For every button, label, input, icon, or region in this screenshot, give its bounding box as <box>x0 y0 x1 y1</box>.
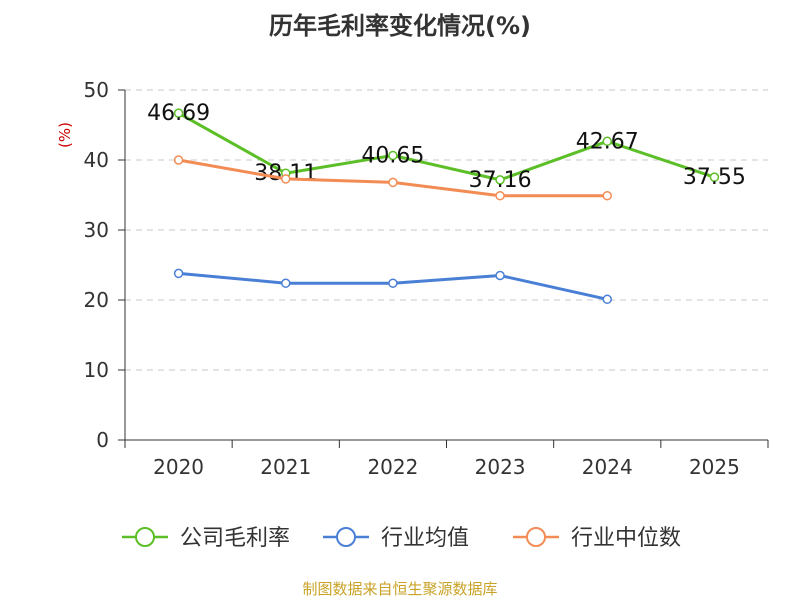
legend-label: 公司毛利率 <box>180 526 290 551</box>
legend-label: 行业中位数 <box>571 526 681 551</box>
x-tick-label: 2023 <box>475 455 526 479</box>
y-tick-label: 0 <box>96 428 109 452</box>
series-point-1 <box>495 270 505 281</box>
x-tick-label: 2024 <box>582 455 633 479</box>
x-tick-label: 2021 <box>260 455 311 479</box>
series-point-1 <box>173 268 184 279</box>
y-tick-label: 50 <box>84 78 109 102</box>
series-point-2 <box>495 190 505 201</box>
x-tick-label: 2022 <box>367 455 418 479</box>
source-footer: 制图数据来自恒生聚源数据库 <box>302 580 498 598</box>
series-point-0 <box>173 108 184 118</box>
data-label: 37.16 <box>469 168 532 193</box>
y-tick-label: 40 <box>84 148 109 172</box>
data-label: 37.55 <box>683 165 746 190</box>
series-point-1 <box>388 278 398 288</box>
series-point-2 <box>281 174 291 184</box>
legend-label: 行业均值 <box>381 526 469 551</box>
chart-title: 历年毛利率变化情况(%) <box>269 12 531 40</box>
legend-marker <box>336 527 356 547</box>
series-point-2 <box>602 190 612 201</box>
y-tick-label: 20 <box>84 288 109 312</box>
x-tick-label: 2020 <box>153 455 204 479</box>
series-point-0 <box>602 136 612 147</box>
series-point-1 <box>281 278 291 288</box>
y-tick-label: 10 <box>84 358 109 382</box>
series-point-2 <box>173 155 184 165</box>
series-point-0 <box>388 150 398 161</box>
series-point-0 <box>495 175 505 185</box>
legend-marker <box>526 527 546 547</box>
legend-marker <box>135 527 155 547</box>
data-label: 42.67 <box>576 129 639 154</box>
y-tick-label: 30 <box>84 218 109 242</box>
x-tick-label: 2025 <box>689 455 740 479</box>
data-label: 46.69 <box>147 101 210 126</box>
series-point-2 <box>388 177 398 188</box>
series-line-0 <box>177 111 715 182</box>
series-point-1 <box>602 294 612 305</box>
data-label: 40.65 <box>361 143 424 168</box>
series-point-0 <box>709 172 720 182</box>
